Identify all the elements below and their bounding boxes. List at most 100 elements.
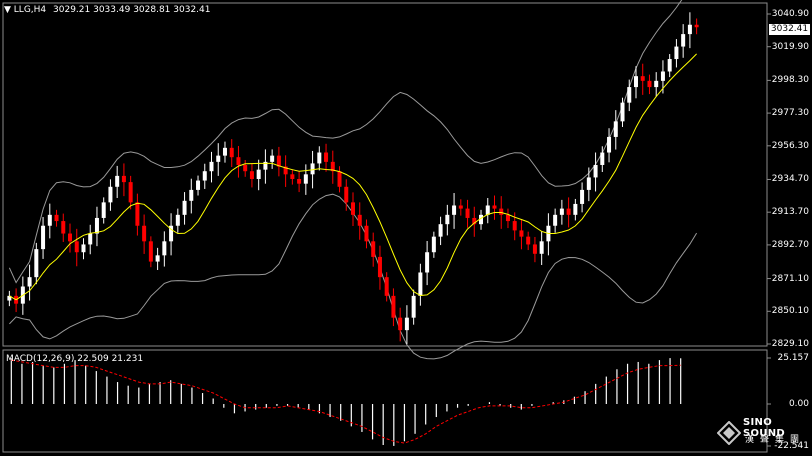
macd-panel	[10, 358, 682, 446]
price-tick-label: 2871.10	[771, 273, 809, 284]
candle-body	[371, 241, 376, 257]
candle-body	[438, 224, 443, 237]
candle-body	[580, 189, 585, 204]
chart-header[interactable]: ▼ LLG,H4 3029.21 3033.49 3028.81 3032.41	[4, 5, 210, 16]
macd-tick-label: 25.157	[777, 353, 810, 363]
candle-body	[472, 217, 477, 225]
price-tick-label: 2913.70	[771, 207, 809, 218]
candle-body	[411, 295, 416, 318]
candle-body	[667, 59, 672, 72]
candle-body	[202, 171, 207, 181]
triangle-down-icon[interactable]: ▼	[4, 5, 11, 15]
symbol-label: LLG,H4	[13, 5, 47, 15]
candle-body	[573, 203, 578, 215]
candle-body	[566, 208, 571, 215]
candle-body	[674, 46, 679, 60]
axis-ticks	[767, 13, 771, 447]
candle-body	[236, 157, 241, 165]
candle-body	[222, 147, 227, 156]
candle-body	[539, 241, 544, 254]
candle-body	[613, 121, 618, 137]
candle-body	[68, 233, 73, 242]
candle-body	[620, 102, 625, 122]
candle-body	[640, 76, 645, 81]
moving-average-line	[9, 53, 697, 301]
candle-body	[607, 136, 612, 153]
candle-body	[384, 277, 389, 296]
price-candles	[7, 12, 699, 345]
logo-chinese: 漢聲集團	[745, 435, 806, 445]
bollinger-upper	[8, 0, 683, 284]
candle-body	[687, 24, 692, 35]
candle-body	[337, 171, 342, 187]
candle-body	[182, 200, 187, 215]
candle-body	[532, 244, 537, 254]
candle-body	[519, 230, 524, 237]
bollinger-bands	[8, 0, 698, 360]
candle-body	[492, 205, 497, 209]
candle-body	[128, 182, 133, 203]
candle-body	[175, 214, 180, 226]
candle-body	[256, 169, 261, 179]
candle-body	[310, 163, 315, 175]
candle-body	[196, 180, 201, 190]
candle-body	[654, 80, 659, 88]
candle-body	[633, 76, 638, 88]
candle-body	[81, 244, 86, 253]
diamond-logo-icon	[717, 421, 741, 445]
candle-body	[135, 202, 140, 226]
candle-body	[681, 34, 686, 47]
candle-body	[559, 208, 564, 215]
candle-body	[7, 295, 12, 301]
candle-body	[512, 221, 517, 231]
price-tick-label: 2956.30	[771, 140, 809, 151]
candle-body	[249, 171, 254, 179]
candle-body	[276, 155, 281, 167]
candle-body	[283, 166, 288, 175]
candle-body	[499, 208, 504, 215]
candle-body	[351, 202, 355, 215]
candle-body	[47, 214, 52, 226]
ohlc-values: 3029.21 3033.49 3028.81 3032.41	[53, 5, 211, 15]
ma-line	[9, 53, 697, 301]
candle-body	[364, 225, 369, 242]
candle-body	[425, 252, 430, 273]
candle-body	[391, 295, 396, 318]
candle-body	[297, 179, 302, 184]
candle-body	[600, 152, 605, 165]
candle-body	[303, 174, 308, 184]
candle-body	[660, 71, 665, 81]
candle-body	[290, 174, 295, 179]
candle-body	[593, 164, 598, 178]
macd-label: MACD(12,26,9) 22.509 21.231	[6, 354, 144, 364]
candle-body	[27, 277, 32, 287]
price-tick-label: 2892.70	[771, 239, 809, 250]
candle-body	[452, 205, 457, 215]
price-tick-label: 2934.70	[771, 174, 809, 185]
candle-body	[330, 161, 335, 172]
company-logo: SINO SOUND 漢聲集團	[717, 411, 809, 455]
candle-body	[169, 225, 174, 242]
candle-body	[155, 255, 160, 262]
candle-body	[398, 317, 403, 331]
macd-tick-label: -22.541	[774, 441, 809, 451]
price-tick-label: 2829.10	[771, 339, 809, 349]
price-panel-border	[2, 2, 768, 347]
candle-body	[61, 221, 66, 234]
candle-body	[94, 217, 99, 234]
candle-body	[317, 152, 322, 164]
candle-body	[445, 214, 450, 225]
macd-panel-border	[2, 349, 768, 453]
candle-body	[148, 241, 153, 262]
candle-body	[41, 225, 46, 250]
candle-body	[270, 155, 275, 162]
candle-body	[34, 249, 39, 278]
candle-body	[505, 214, 510, 222]
candle-body	[357, 214, 362, 226]
candle-body	[88, 233, 93, 245]
candle-body	[115, 175, 120, 187]
candle-body	[647, 80, 652, 88]
candle-body	[586, 177, 591, 190]
chart-frame	[2, 2, 768, 453]
